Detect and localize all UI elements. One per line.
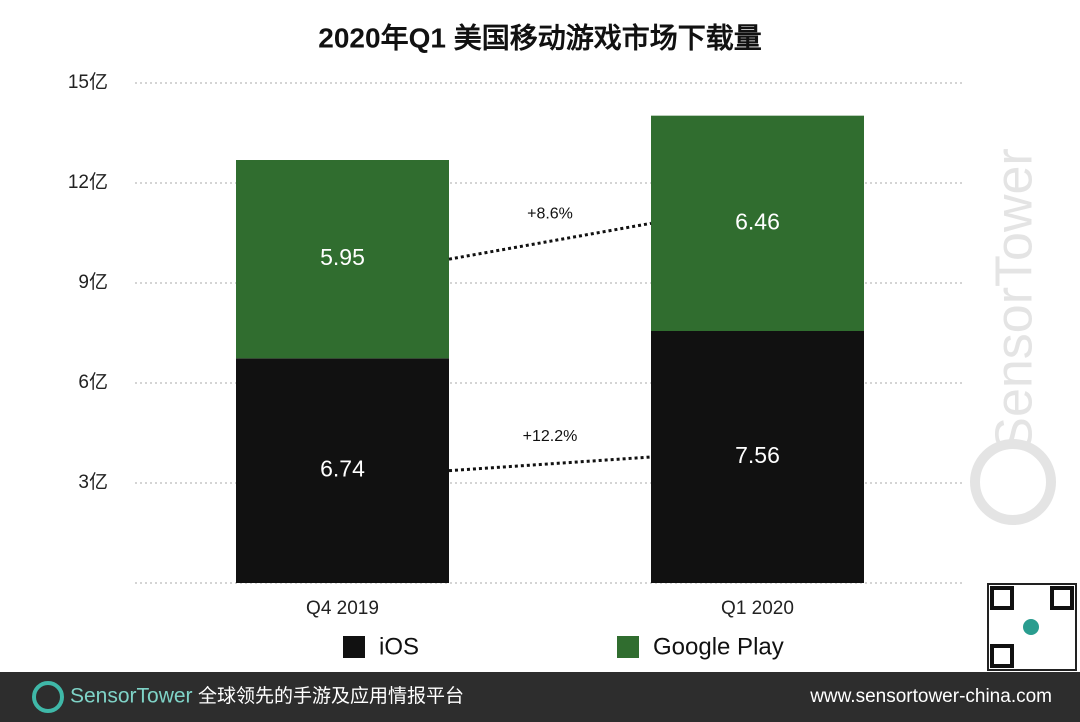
x-tick-label: Q1 2020 (721, 598, 794, 619)
growth-connector (448, 221, 652, 261)
watermark-logo (970, 439, 1056, 525)
value-label: 5.95 (320, 244, 365, 270)
legend-label: Google Play (653, 633, 784, 660)
footer-brand: SensorTower (70, 685, 193, 708)
y-tick-label: 9亿 (78, 271, 108, 293)
bar-segment (651, 115, 864, 332)
x-tick-label: Q4 2019 (306, 598, 379, 619)
legend-swatch (343, 636, 365, 658)
qr-code (987, 583, 1077, 671)
bar-segment (651, 331, 864, 583)
y-tick-label: 12亿 (68, 171, 108, 193)
bar-segment (236, 358, 449, 583)
footer-bar (0, 672, 1080, 722)
footer-url: www.sensortower-china.com (809, 686, 1052, 707)
annotation: +8.6% (527, 205, 573, 222)
annotation: +12.2% (523, 428, 578, 445)
chart-title: 2020年Q1 美国移动游戏市场下载量 (318, 21, 761, 53)
legend-swatch (617, 636, 639, 658)
y-tick-label: 15亿 (68, 71, 108, 93)
bar-segment (236, 160, 449, 359)
y-tick-label: 6亿 (78, 371, 108, 393)
y-tick-label: 3亿 (78, 471, 108, 493)
value-label: 7.56 (735, 442, 780, 468)
footer-tagline: 全球领先的手游及应用情报平台 (198, 685, 464, 707)
watermark: SensorTower (986, 148, 1044, 451)
value-label: 6.74 (320, 456, 365, 482)
legend-label: iOS (379, 633, 419, 660)
value-label: 6.46 (735, 208, 780, 234)
growth-connector (448, 455, 652, 473)
footer-logo (32, 681, 64, 713)
